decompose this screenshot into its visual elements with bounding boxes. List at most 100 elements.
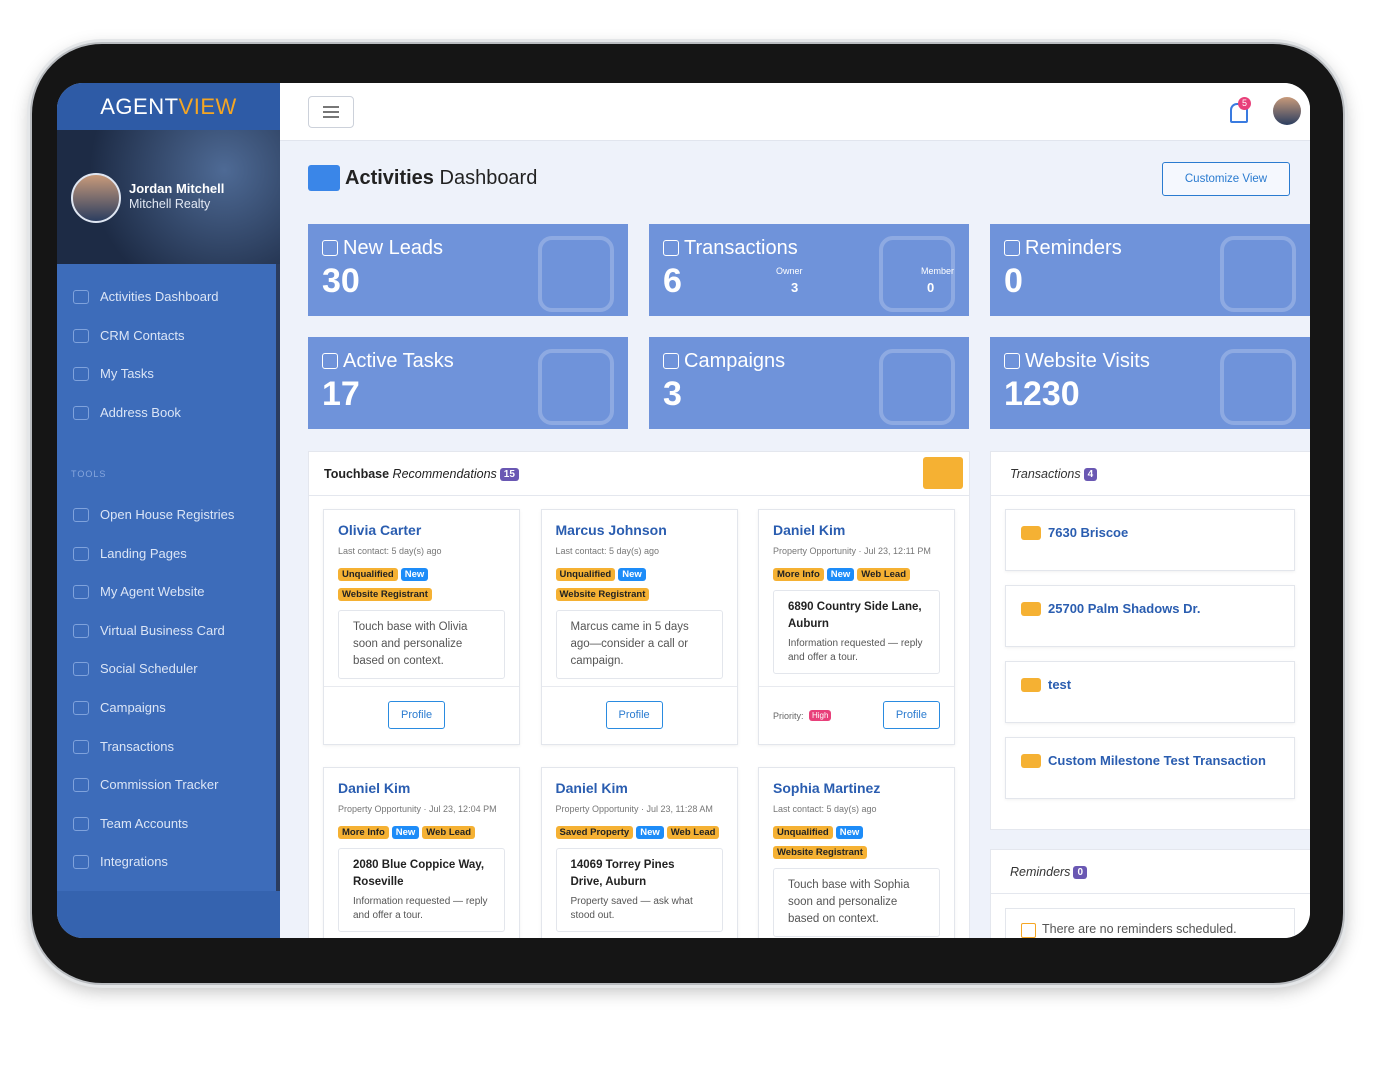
nav-item[interactable]: CRM Contacts — [57, 319, 276, 353]
address: 2080 Blue Coppice Way, Roseville — [353, 859, 485, 888]
stat-card[interactable]: Website Visits 1230 — [990, 337, 1310, 429]
stat-value: 6 — [663, 262, 682, 300]
stat-label: Website Visits — [1025, 350, 1150, 372]
nav-label: CRM Contacts — [100, 327, 185, 343]
stat-value: 3 — [663, 375, 682, 413]
nav-label: My Tasks — [100, 366, 154, 382]
user-avatar[interactable] — [1273, 97, 1301, 125]
stat-icon — [1004, 353, 1020, 369]
menu-button[interactable] — [308, 96, 354, 128]
help-button[interactable] — [923, 457, 963, 489]
nav-icon — [73, 367, 89, 382]
nav-item[interactable]: Campaigns — [57, 691, 276, 725]
nav-icon — [73, 328, 89, 343]
stat-card[interactable]: Reminders 0 — [990, 224, 1310, 316]
subtitle: Recommendations — [392, 467, 497, 481]
nav-label: Transactions — [100, 738, 174, 754]
nav-item[interactable]: Virtual Business Card — [57, 614, 276, 648]
nav-item[interactable]: Transactions — [57, 730, 276, 764]
page-title: Activities Dashboard — [345, 167, 537, 190]
nav-label: Open House Registries — [100, 507, 235, 522]
tag: New — [391, 826, 420, 839]
priority-label: Priority: — [773, 711, 804, 721]
nav-item[interactable]: Team Accounts — [57, 807, 276, 841]
profile-button[interactable]: Profile — [605, 701, 663, 729]
nav-item[interactable]: My Agent Website — [57, 575, 276, 609]
note: 2080 Blue Coppice Way, Roseville Informat… — [338, 848, 505, 932]
nav-item[interactable]: Commission Tracker — [57, 768, 276, 802]
tag: Website Registrant — [555, 588, 650, 601]
stat-icon — [663, 240, 679, 256]
tags: Unqualified New Website Registrant — [773, 822, 940, 862]
stat-icon — [322, 240, 338, 256]
tag: Website Registrant — [338, 588, 432, 601]
stat-label: Active Tasks — [343, 350, 454, 372]
tag: New — [400, 568, 429, 581]
profile-button[interactable]: Profile — [882, 701, 940, 729]
tag: More Info — [773, 568, 824, 581]
title: Transactions — [1010, 467, 1081, 481]
user-company: Mitchell Realty — [129, 197, 211, 211]
divider — [991, 893, 1310, 894]
nav-item[interactable]: Integrations — [57, 845, 276, 879]
nav-item[interactable]: Activities Dashboard — [57, 280, 276, 314]
stat-watermark — [538, 349, 614, 425]
contact-name[interactable]: Olivia Carter — [338, 522, 422, 538]
contact-name[interactable]: Daniel Kim — [773, 522, 846, 538]
recommendation-card: Daniel Kim Property Opportunity · Jul 23,… — [323, 767, 520, 938]
note-text: Touch base with Olivia soon and personal… — [353, 621, 468, 667]
stat-label: New Leads — [343, 237, 444, 259]
contact-meta: Last contact: 5 day(s) ago — [338, 546, 442, 556]
customize-button[interactable]: Customize View — [1162, 162, 1290, 196]
nav-icon — [73, 816, 89, 831]
home-icon — [308, 165, 340, 191]
nav-item[interactable]: Address Book — [57, 396, 276, 430]
nav-icon — [73, 290, 89, 304]
nav-icon — [73, 508, 89, 522]
panel-title: Transactions 4 — [1010, 467, 1098, 481]
contact-name[interactable]: Daniel Kim — [338, 780, 411, 796]
tag: More Info — [338, 826, 389, 839]
contact-name[interactable]: Marcus Johnson — [555, 522, 667, 538]
nav-item[interactable]: My Tasks — [57, 357, 276, 391]
touchbase-panel: Touchbase Recommendations 15 Olivia Carte… — [308, 451, 970, 938]
stat-value: 1230 — [1004, 375, 1080, 413]
note: Marcus came in 5 days ago—consider a cal… — [555, 610, 723, 679]
stat-watermark — [879, 236, 955, 312]
nav-icon — [73, 662, 89, 677]
stat-icon — [1004, 240, 1020, 256]
sidebar-footer — [57, 891, 280, 938]
transaction-name: test — [1048, 677, 1072, 692]
title-rest: Dashboard — [439, 167, 538, 189]
stat-card[interactable]: New Leads 30 — [308, 224, 628, 316]
nav-label: Campaigns — [100, 700, 166, 715]
profile-button[interactable]: Profile — [388, 701, 446, 729]
address: 14069 Torrey Pines Drive, Auburn — [570, 859, 675, 888]
contact-name[interactable]: Daniel Kim — [555, 780, 628, 796]
panel-title: Touchbase Recommendations 15 — [324, 467, 519, 481]
nav-item[interactable]: Social Scheduler — [57, 652, 276, 686]
tag: New — [636, 826, 664, 839]
owner-label: Owner — [776, 266, 803, 276]
transaction-item[interactable]: 7630 Briscoe — [1005, 509, 1295, 571]
count-badge: 0 — [1073, 866, 1087, 879]
nav-item[interactable]: Open House Registries — [57, 498, 276, 532]
logo-part: AGENT — [100, 94, 179, 119]
contact-meta: Property Opportunity · Jul 23, 11:28 AM — [555, 804, 713, 814]
stat-card[interactable]: Active Tasks 17 — [308, 337, 628, 429]
contact-name[interactable]: Sophia Martinez — [773, 780, 881, 796]
tags: Unqualified New Website Registrant — [555, 564, 723, 604]
transaction-name: Custom Milestone Test Transaction — [1048, 753, 1266, 768]
nav-item[interactable]: Landing Pages — [57, 537, 276, 571]
stat-card[interactable]: Campaigns 3 — [649, 337, 969, 429]
stat-card[interactable]: Transactions 6 Owner 3 Member 0 — [649, 224, 969, 316]
nav-label: Integrations — [100, 854, 168, 870]
transaction-item[interactable]: Custom Milestone Test Transaction — [1005, 737, 1295, 799]
transaction-item[interactable]: 25700 Palm Shadows Dr. — [1005, 585, 1295, 647]
member-label: Member — [921, 266, 955, 276]
avatar[interactable] — [71, 173, 121, 223]
card-footer: Profile — [541, 686, 737, 744]
transaction-icon — [1021, 526, 1041, 540]
logo[interactable]: AGENTVIEW — [57, 83, 280, 130]
transaction-item[interactable]: test — [1005, 661, 1295, 723]
